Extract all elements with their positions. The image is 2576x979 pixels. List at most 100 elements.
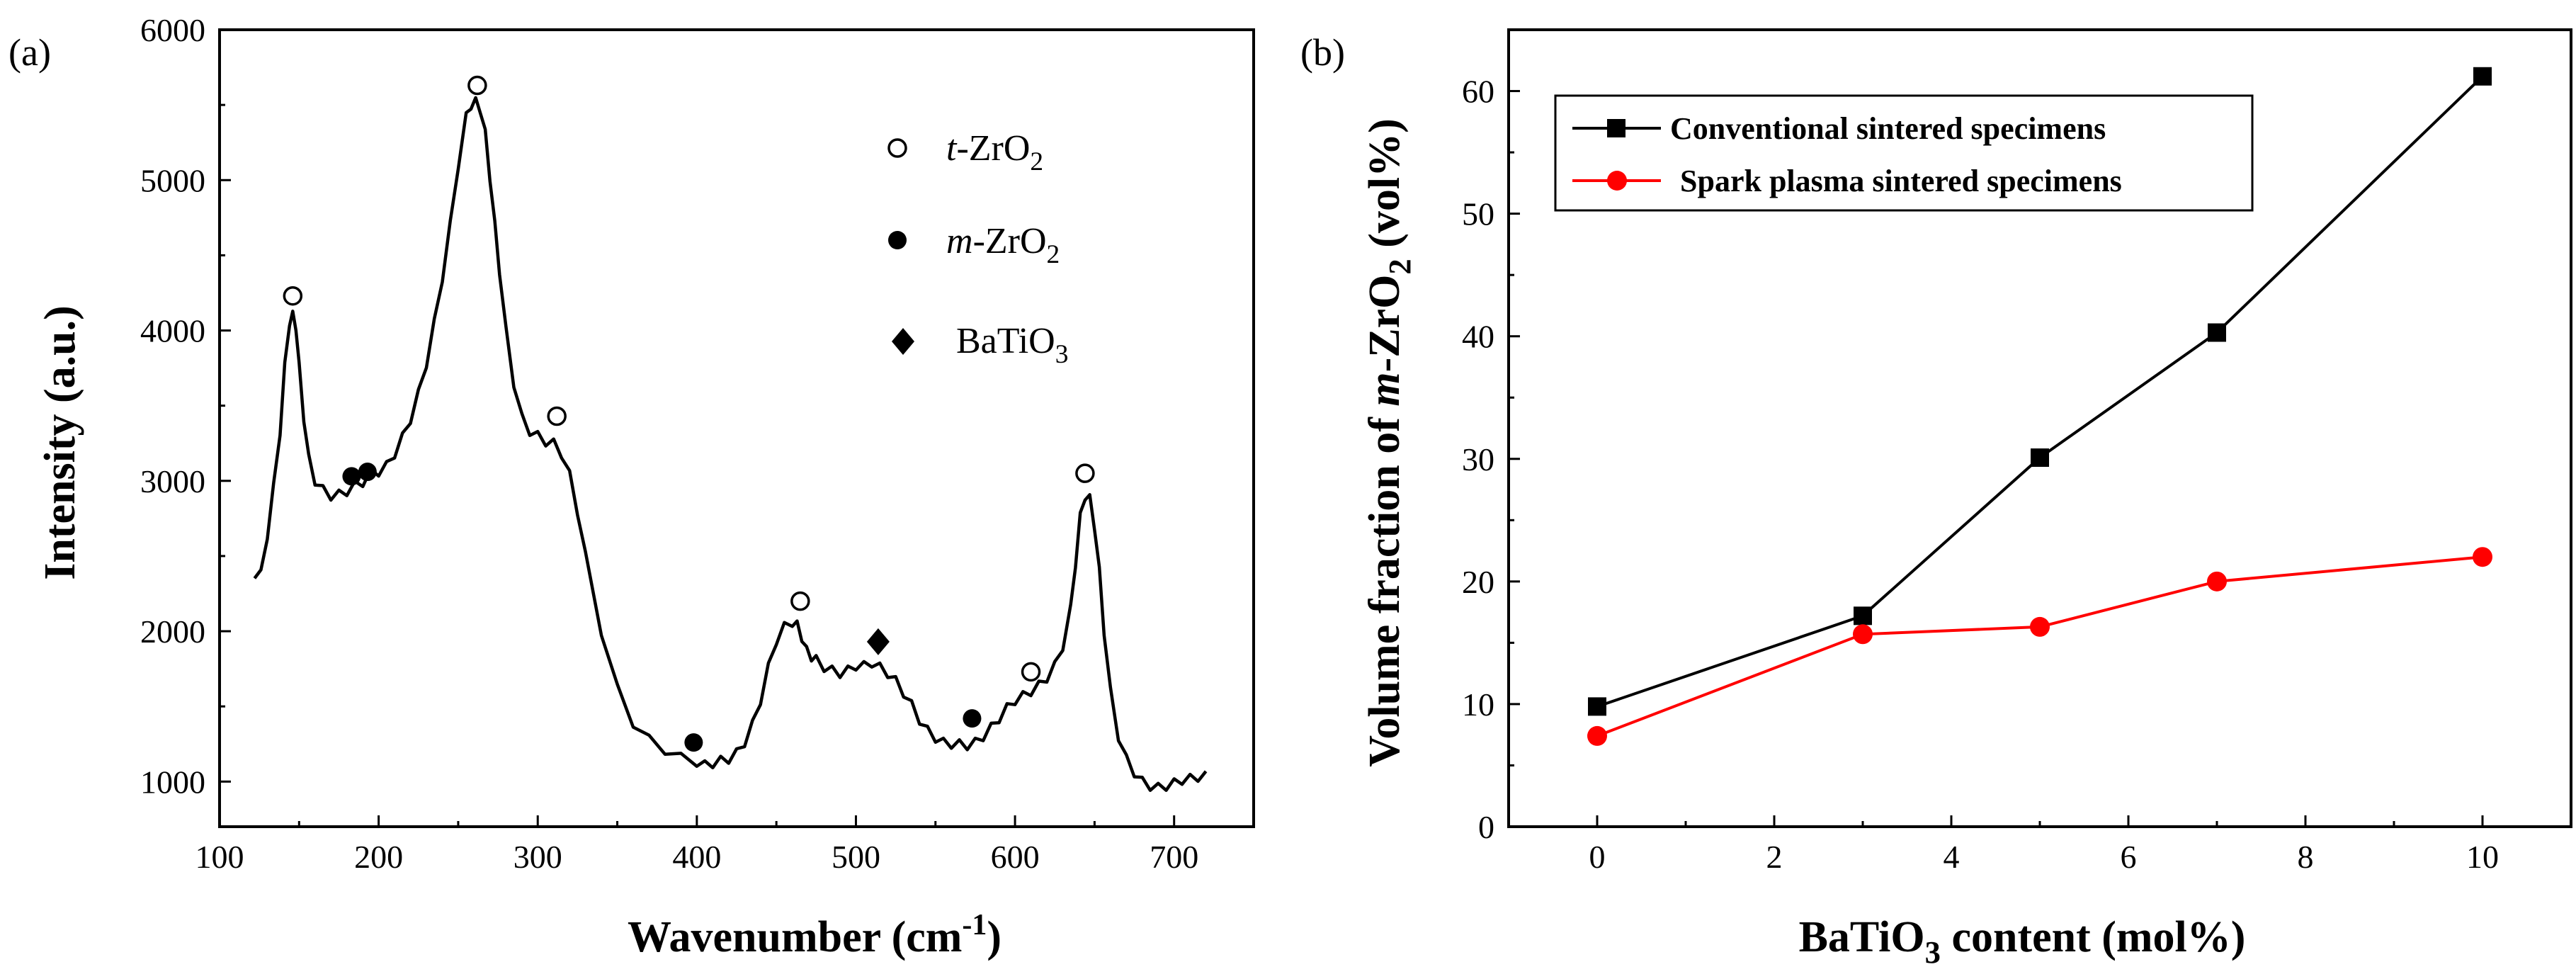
t-zro2-marker [547, 406, 567, 426]
x-tick-label-a: 200 [354, 839, 403, 875]
y-axis-label-b: Volume fraction of m-ZrO2 (vol%) [1361, 118, 1417, 766]
x-tick-label-a: 300 [514, 839, 562, 875]
x-tick-label-b: 10 [2466, 839, 2499, 875]
y-axis-label-b-tail: (vol%) [1361, 118, 1409, 259]
x-tick-label-b: 4 [1944, 839, 1960, 875]
x-tick-label-a: 400 [672, 839, 721, 875]
data-point [2207, 571, 2227, 592]
x-axis-label-a-sup: -1 [962, 909, 987, 941]
y-tick-label-a: 6000 [140, 12, 205, 48]
x-axis-label-a-unit: (cm [892, 913, 963, 961]
m-zro2-marker [684, 733, 703, 752]
t-zro2-marker [1021, 662, 1041, 682]
x-tick-label-b: 0 [1589, 839, 1606, 875]
legend-a: t-ZrO2 m-ZrO2 BaTiO3 [887, 128, 1068, 369]
data-point [2473, 547, 2492, 567]
legend-marker-batio3 [892, 328, 914, 355]
volume-fraction-chart: 0 2 4 6 8 10 0 10 20 30 40 50 60 Conventional sinte… [1361, 28, 2572, 970]
legend-b: Conventional sintered specimens Spark pl… [1554, 94, 2254, 212]
y-tick-label-b: 60 [1462, 74, 1494, 110]
legend-marker-m-zro2 [888, 231, 907, 249]
legend-m-zro: -ZrO [973, 221, 1047, 261]
legend-m-sub: 2 [1047, 240, 1060, 269]
raman-spectrum-line [253, 96, 1208, 792]
x-tick-label-a: 700 [1150, 839, 1198, 875]
m-zro2-marker [358, 463, 377, 482]
y-tick-label-b: 10 [1462, 686, 1494, 723]
raman-spectrum-chart: 100 200 300 400 500 600 700 1000 2000 3000 4000 50… [36, 12, 1255, 961]
x-axis-label-b: BaTiO3 content (mol%) [1799, 913, 2246, 970]
panel-b-label: (b) [1300, 31, 1345, 74]
legend-batio-text: BaTiO [956, 321, 1055, 361]
y-axis-label-a: Intensity (a.u.) [36, 305, 84, 580]
legend-label-batio3: BaTiO3 [956, 321, 1068, 369]
series-line [1596, 555, 2483, 737]
legend-batio-sub: 3 [1055, 340, 1069, 369]
t-zro2-marker [283, 285, 303, 306]
data-point [2473, 67, 2492, 86]
data-point [2031, 448, 2049, 468]
data-point [1587, 725, 1607, 746]
y-axis-ticks-b: 0 10 20 30 40 50 60 [1462, 74, 1520, 845]
x-axis-label-b-sub: 3 [1925, 934, 1941, 970]
y-tick-label-a: 2000 [140, 613, 205, 650]
x-axis-ticks-b: 0 2 4 6 8 10 [1507, 815, 2572, 875]
data-point [1853, 624, 1873, 645]
y-axis-label-b-sub: 2 [1382, 259, 1417, 274]
legend-t-italic: t [946, 128, 958, 169]
legend-t-sub: 2 [1030, 147, 1043, 176]
y-tick-label-a: 4000 [140, 313, 205, 349]
plot-frame-a [218, 28, 1255, 828]
legend-label-conventional: Conventional sintered specimens [1670, 111, 2106, 146]
y-tick-label-b: 0 [1478, 809, 1494, 845]
data-point [1854, 606, 1872, 626]
y-tick-label-b: 50 [1462, 196, 1494, 232]
x-tick-label-a: 100 [195, 839, 244, 875]
y-axis-label-b-italic: m [1361, 372, 1409, 406]
legend-label-t-zro2: t-ZrO2 [946, 128, 1043, 176]
series-conventional [1588, 67, 2492, 716]
panel-a-label: (a) [8, 31, 51, 74]
series-group [1587, 67, 2492, 746]
y-axis-ticks-a: 1000 2000 3000 4000 5000 6000 [140, 12, 231, 800]
y-tick-label-a: 1000 [140, 764, 205, 800]
y-axis-label-b-mid: -ZrO [1361, 275, 1409, 373]
t-zro2-marker [467, 75, 487, 96]
batio3-marker [866, 628, 890, 655]
x-axis-label-a-end: ) [987, 913, 1002, 961]
y-tick-label-b: 20 [1462, 564, 1494, 600]
x-axis-label-a: Wavenumber (cm-1) [628, 909, 1002, 961]
x-tick-label-a: 500 [832, 839, 880, 875]
phase-markers [283, 75, 1095, 752]
legend-marker-spark-plasma [1607, 171, 1627, 191]
legend-marker-t-zro2 [887, 138, 907, 158]
t-zro2-marker [790, 591, 810, 611]
data-point [1588, 697, 1606, 716]
data-point [2030, 616, 2050, 637]
legend-box-b [1554, 94, 2254, 212]
m-zro2-marker [342, 467, 361, 486]
x-tick-label-b: 6 [2121, 839, 2137, 875]
legend-t-zro: -ZrO [956, 128, 1030, 169]
x-axis-label-a-main: Wavenumber [628, 913, 881, 961]
x-tick-label-b: 2 [1766, 839, 1783, 875]
x-axis-label-b-tail: content (mol%) [1941, 913, 2245, 961]
m-zro2-marker [963, 709, 982, 728]
data-point [2208, 323, 2226, 342]
x-tick-label-b: 8 [2298, 839, 2314, 875]
t-zro2-marker [1075, 463, 1095, 483]
legend-marker-conventional [1607, 119, 1625, 137]
y-axis-label-b-head: Volume fraction of [1361, 407, 1409, 767]
x-axis-ticks-a: 100 200 300 400 500 600 700 [195, 815, 1198, 875]
legend-label-m-zro2: m-ZrO2 [946, 221, 1060, 269]
legend-label-spark-plasma: Spark plasma sintered specimens [1680, 164, 2122, 198]
y-tick-label-b: 40 [1462, 319, 1494, 355]
legend-m-italic: m [946, 221, 973, 261]
x-axis-label-b-main: BaTiO [1799, 913, 1925, 961]
y-tick-label-b: 30 [1462, 441, 1494, 477]
y-tick-label-a: 5000 [140, 162, 205, 198]
series-spark-plasma [1587, 547, 2492, 746]
y-tick-label-a: 3000 [140, 463, 205, 499]
x-tick-label-a: 600 [991, 839, 1040, 875]
